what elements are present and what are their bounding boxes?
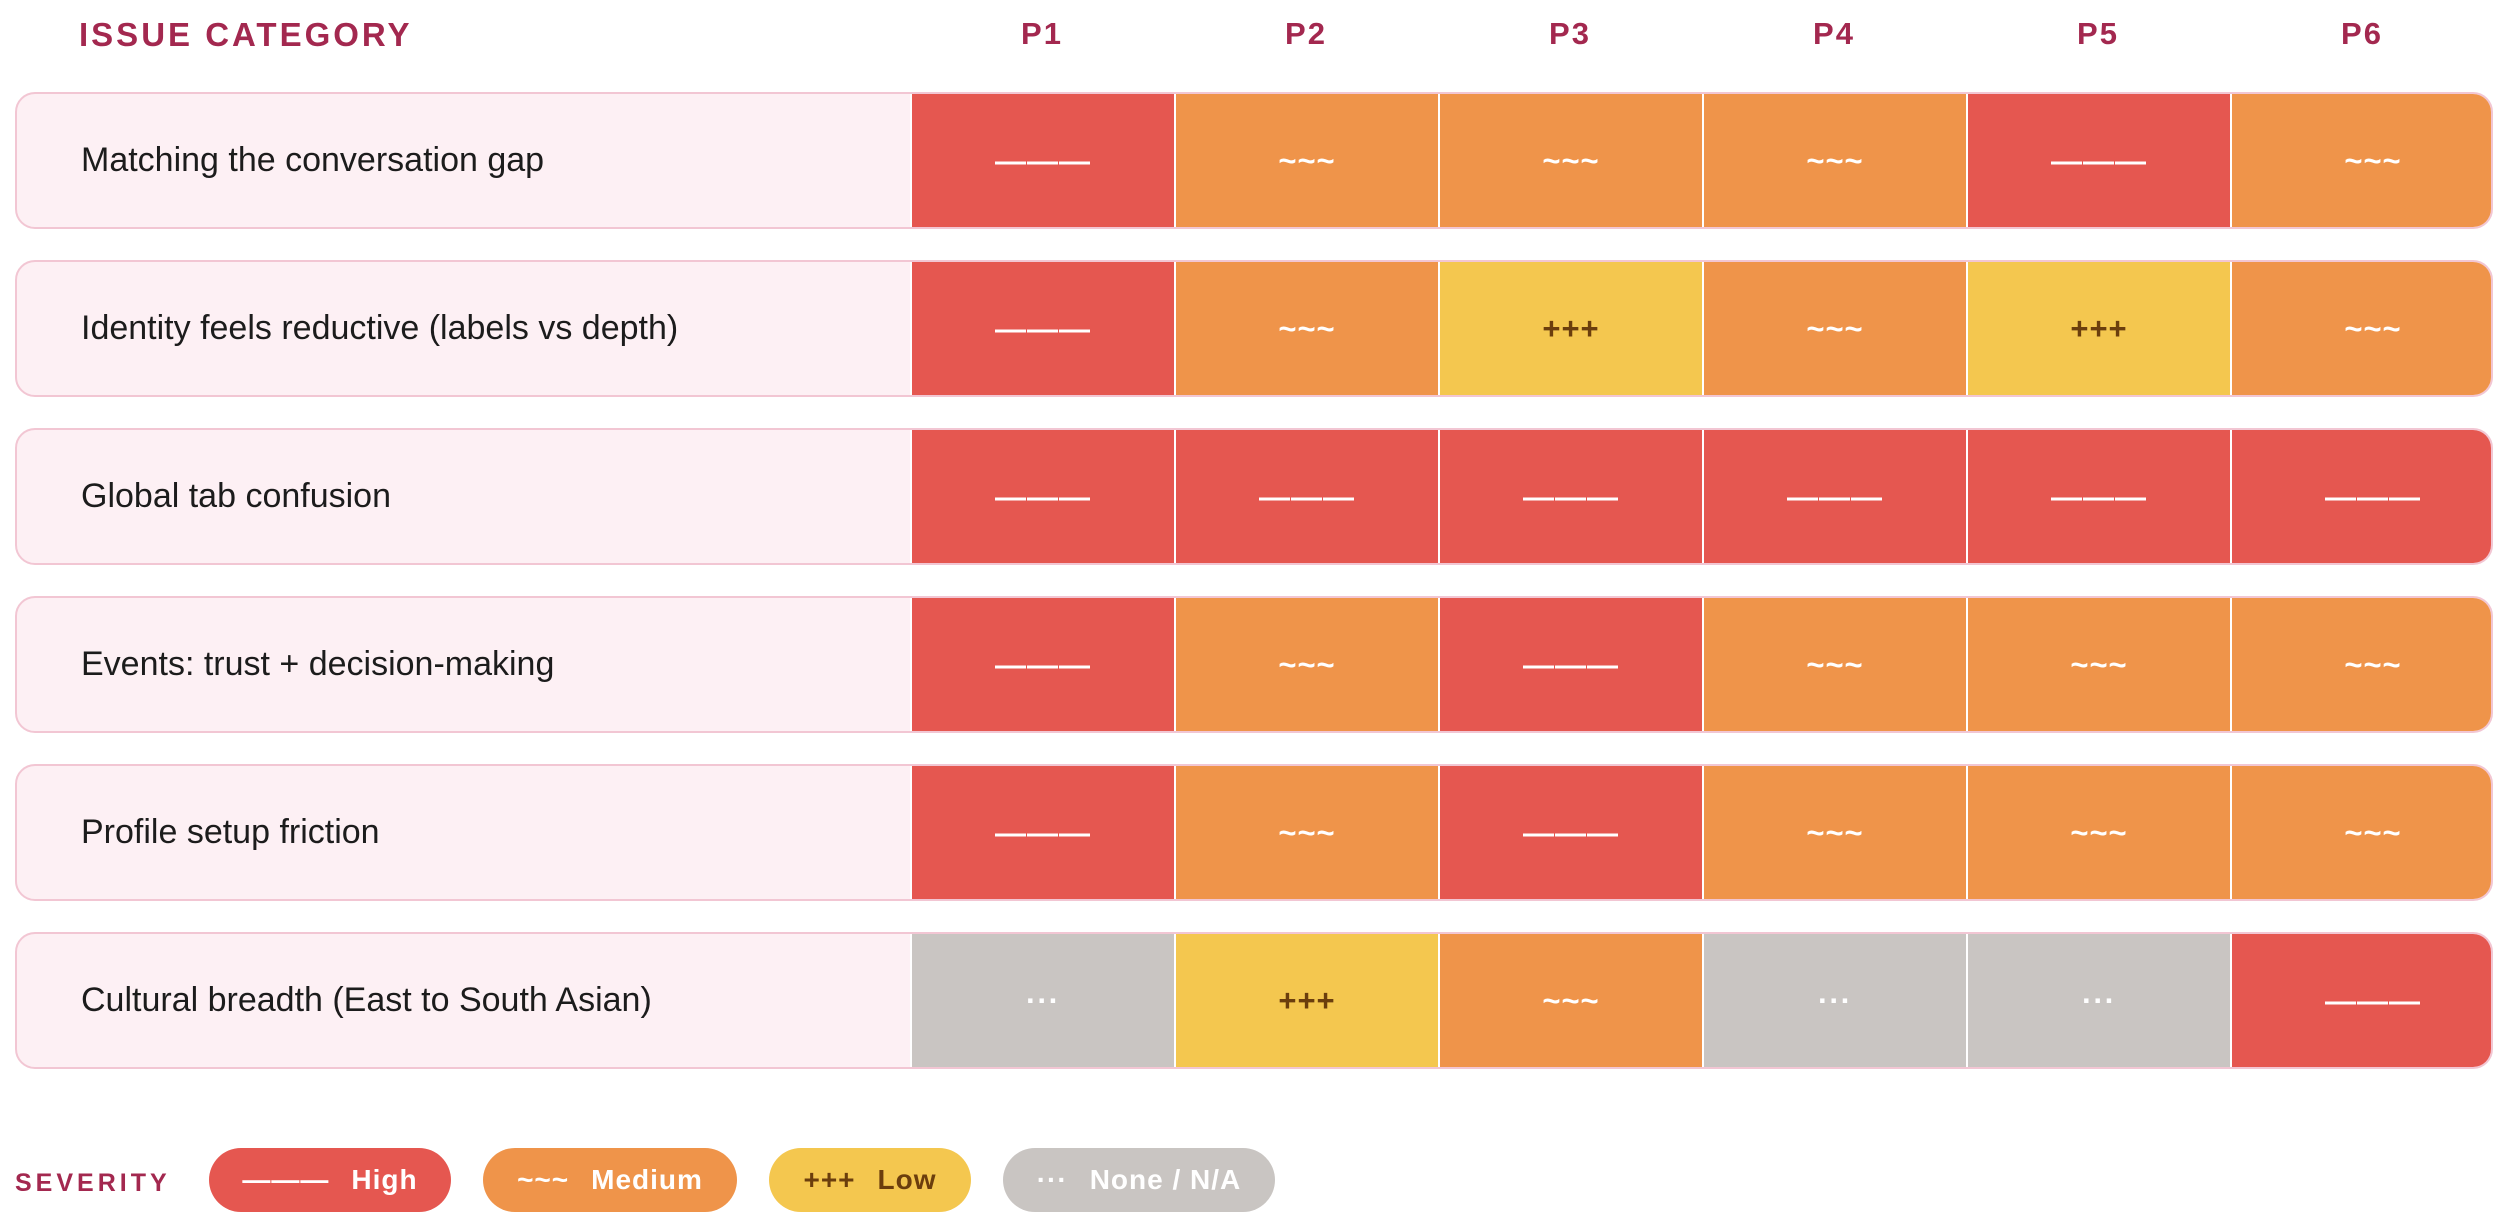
matrix-row: Profile setup friction ——— ~~~ ——— ~~~ ~~~ ~~~ [15,764,2493,901]
severity-cell-high: ——— [1174,430,1438,563]
legend-symbol: ··· [1036,1164,1068,1195]
severity-cell-high: ——— [1438,430,1702,563]
legend-item-high: ——— High [209,1148,451,1212]
severity-cell-high: ——— [2230,430,2491,563]
severity-cell-medium: ~~~ [2230,598,2491,731]
legend-label: High [351,1164,418,1195]
severity-cell-high: ——— [1438,766,1702,899]
severity-cell-high: ——— [1438,598,1702,731]
severity-cell-medium: ~~~ [1702,262,1966,395]
issue-category-header: ISSUE CATEGORY [79,16,413,53]
row-label: Global tab confusion [81,477,391,515]
severity-cell-low: +++ [1966,262,2230,395]
matrix-row: Cultural breadth (East to South Asian) ··… [15,932,2493,1069]
row-label: Events: trust + decision-making [81,645,555,683]
severity-cell-high: ——— [910,262,1174,395]
severity-cell-medium: ~~~ [1702,94,1966,227]
matrix-row: Matching the conversation gap ——— ~~~ ~~~ ~~… [15,92,2493,229]
severity-cell-medium: ~~~ [2230,94,2491,227]
column-header-p4: P4 [1813,16,1855,51]
matrix-row: Identity feels reductive (labels vs dept… [15,260,2493,397]
severity-cell-none: ··· [910,934,1174,1067]
severity-cell-high: ——— [1966,94,2230,227]
severity-cell-high: ——— [910,430,1174,563]
severity-cell-low: +++ [1438,262,1702,395]
legend-label: None / N/A [1089,1164,1242,1195]
legend-label: Low [877,1164,937,1195]
legend-symbol: ——— [242,1164,330,1195]
severity-cell-medium: ~~~ [1174,598,1438,731]
column-header-p5: P5 [2077,16,2119,51]
column-header-p3: P3 [1549,16,1591,51]
legend-symbol: +++ [803,1164,856,1195]
severity-cell-none: ··· [1966,934,2230,1067]
severity-cell-medium: ~~~ [1966,598,2230,731]
column-header-p1: P1 [1021,16,1063,51]
severity-cell-medium: ~~~ [1174,766,1438,899]
severity-cell-high: ——— [1702,430,1966,563]
row-label: Identity feels reductive (labels vs dept… [81,309,679,347]
severity-cell-high: ——— [910,598,1174,731]
legend-label: Medium [591,1164,703,1195]
severity-cell-medium: ~~~ [1702,598,1966,731]
row-label: Cultural breadth (East to South Asian) [81,981,652,1019]
matrix-row: Global tab confusion ——— ——— ——— ——— ——— ——— [15,428,2493,565]
severity-cell-medium: ~~~ [1438,934,1702,1067]
row-label: Matching the conversation gap [81,141,545,179]
severity-cell-medium: ~~~ [2230,262,2491,395]
column-header-p2: P2 [1285,16,1327,51]
severity-cell-none: ··· [1702,934,1966,1067]
severity-cell-medium: ~~~ [1702,766,1966,899]
matrix-row: Events: trust + decision-making ——— ~~~ ———… [15,596,2493,733]
legend-item-medium: ~~~ Medium [483,1148,737,1212]
severity-cell-medium: ~~~ [1438,94,1702,227]
severity-legend: SEVERITY ——— High ~~~ Medium +++ Low ··· None /… [0,1145,2506,1215]
legend-symbol: ~~~ [517,1164,570,1195]
severity-cell-high: ——— [910,766,1174,899]
column-header-p6: P6 [2341,16,2383,51]
header-row: ISSUE CATEGORY P1 P2 P3 P4 P5 P6 [0,0,2506,70]
legend-item-low: +++ Low [769,1148,971,1212]
severity-cell-medium: ~~~ [1966,766,2230,899]
severity-cell-medium: ~~~ [1174,262,1438,395]
legend-item-none: ··· None / N/A [1003,1148,1275,1212]
legend-title: SEVERITY [15,1169,171,1197]
severity-cell-high: ——— [910,94,1174,227]
severity-cell-medium: ~~~ [2230,766,2491,899]
severity-cell-high: ——— [1966,430,2230,563]
row-label: Profile setup friction [81,813,380,851]
severity-cell-high: ——— [2230,934,2491,1067]
severity-cell-medium: ~~~ [1174,94,1438,227]
severity-cell-low: +++ [1174,934,1438,1067]
